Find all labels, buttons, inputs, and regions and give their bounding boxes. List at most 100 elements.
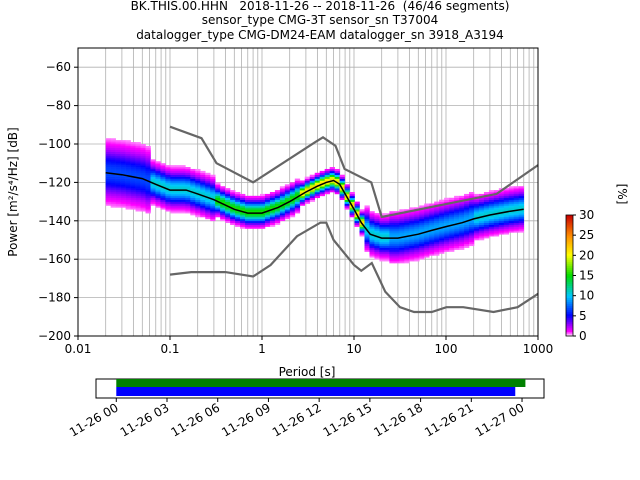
ppsd-cell — [314, 186, 320, 189]
ppsd-cell — [309, 180, 316, 183]
ppsd-cell — [374, 228, 380, 231]
ppsd-cell — [414, 216, 420, 220]
ppsd-cell — [135, 203, 141, 206]
ppsd-cell — [294, 209, 301, 212]
colorbar-tick-label: 25 — [579, 228, 594, 242]
ppsd-cell — [299, 203, 306, 206]
ppsd-cell — [483, 203, 490, 206]
ppsd-cell — [399, 238, 405, 241]
ppsd-cell — [120, 147, 126, 151]
ppsd-cell — [130, 142, 136, 145]
ppsd-cell — [304, 180, 311, 183]
ppsd-cell — [493, 203, 500, 206]
ppsd-cell — [324, 172, 330, 176]
ppsd-cell — [419, 251, 425, 254]
ppsd-cell — [419, 209, 425, 212]
ppsd-cell — [135, 186, 141, 189]
ppsd-cell — [299, 192, 306, 195]
ppsd-cell — [180, 192, 186, 195]
ppsd-cell — [299, 195, 306, 199]
ppsd-cell — [339, 182, 345, 185]
ppsd-cell — [409, 243, 415, 247]
ppsd-cell — [294, 203, 301, 206]
ppsd-cell — [230, 190, 236, 193]
ppsd-cell — [304, 201, 311, 204]
ppsd-cell — [354, 209, 360, 212]
ppsd-cell — [289, 193, 296, 197]
ppsd-cell — [135, 159, 141, 162]
ppsd-cell — [314, 190, 320, 193]
ppsd-cell — [284, 193, 291, 197]
ppsd-cell — [170, 184, 176, 187]
ppsd-cell — [309, 197, 316, 200]
ppsd-cell — [389, 261, 395, 264]
ppsd-cell — [329, 170, 335, 174]
ppsd-cell — [369, 232, 375, 235]
ppsd-cell — [419, 222, 425, 225]
ppsd-cell — [220, 209, 226, 212]
ppsd-cell — [473, 193, 480, 197]
ppsd-cell — [513, 220, 520, 224]
ppsd-cell — [160, 193, 166, 197]
ppsd-cell — [488, 228, 495, 231]
ppsd-cell — [309, 192, 316, 195]
ppsd-cell — [429, 245, 435, 248]
ppsd-cell — [245, 215, 251, 218]
ppsd-cell — [359, 226, 365, 229]
ppsd-cell — [190, 174, 196, 177]
ppsd-cell — [274, 222, 281, 225]
ppsd-cell — [115, 203, 121, 206]
ppsd-cell — [344, 205, 350, 208]
ppsd-cell — [419, 249, 425, 252]
ppsd-cell — [195, 211, 201, 214]
ppsd-cell — [135, 174, 141, 177]
ppsd-cell — [259, 201, 266, 204]
ppsd-cell — [379, 230, 385, 233]
ppsd-cell — [190, 199, 196, 202]
ppsd-cell — [284, 190, 291, 193]
ppsd-cell — [503, 197, 510, 200]
ppsd-cell — [235, 197, 241, 200]
ppsd-cell — [488, 230, 495, 233]
ppsd-cell — [125, 168, 131, 172]
ppsd-cell — [150, 168, 156, 172]
ppsd-cell — [454, 218, 460, 222]
ppsd-cell — [210, 186, 216, 189]
ppsd-cell — [359, 211, 365, 214]
ppsd-cell — [130, 184, 136, 187]
ppsd-cell — [230, 211, 236, 214]
ppsd-cell — [110, 176, 116, 179]
x-tick-label: 0.1 — [160, 342, 179, 356]
ppsd-cell — [200, 170, 206, 174]
ppsd-cell — [220, 201, 226, 204]
ppsd-cell — [454, 220, 460, 224]
ppsd-cell — [379, 218, 385, 222]
ppsd-cell — [150, 170, 156, 174]
ppsd-cell — [389, 230, 395, 233]
ppsd-cell — [190, 178, 196, 181]
ppsd-cell — [130, 176, 136, 179]
colorbar-segment — [566, 243, 573, 246]
ppsd-cell — [429, 226, 435, 229]
ppsd-cell — [195, 168, 201, 172]
ppsd-cell — [135, 195, 141, 199]
ppsd-cell — [459, 209, 465, 212]
colorbar-segment — [566, 221, 573, 224]
ppsd-cell — [120, 168, 126, 172]
ppsd-cell — [289, 207, 296, 210]
ppsd-cell — [190, 182, 196, 185]
ppsd-cell — [145, 168, 151, 172]
ppsd-cell — [498, 195, 505, 199]
colorbar-segment — [566, 297, 573, 301]
ppsd-cell — [464, 238, 470, 241]
ppsd-cell — [135, 153, 141, 156]
ppsd-cell — [294, 207, 301, 210]
ppsd-cell — [469, 241, 475, 245]
ppsd-cell — [180, 188, 186, 191]
ppsd-cell — [349, 203, 355, 206]
ppsd-cell — [434, 253, 440, 256]
ppsd-cell — [120, 190, 126, 193]
ppsd-cell — [439, 245, 445, 248]
ppsd-cell — [180, 205, 186, 208]
